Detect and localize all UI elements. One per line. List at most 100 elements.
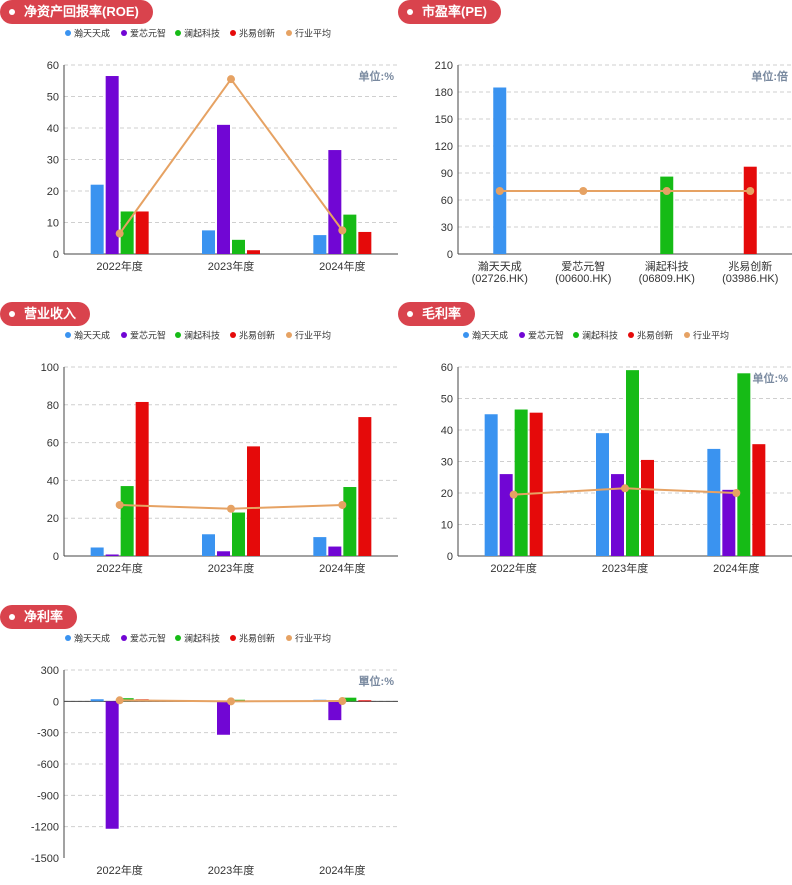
x-tick-label: 爱芯元智 (561, 259, 605, 273)
x-tick-label: (00600.HK) (555, 273, 611, 285)
roe-title: 净资产回报率(ROE) (24, 4, 139, 19)
roe-chart: 瀚天天成 爱芯元智 澜起科技 兆易创新 行业平均 0 10 20 30 40 50 60 2022年度 2… (47, 28, 398, 273)
x-tick-label: 2024年度 (713, 561, 759, 575)
y-tick-label: 0 (53, 696, 59, 708)
revenue-chart: 瀚天天成 爱芯元智 澜起科技 兆易创新 行业平均 0 20 40 60 80 100 2022年度 20… (41, 330, 398, 575)
x-tick-label: 2022年度 (96, 259, 142, 273)
bar (493, 87, 507, 254)
legend-marker (573, 332, 579, 338)
bar (328, 546, 342, 556)
bar (247, 446, 260, 556)
legend-label: 澜起科技 (184, 330, 220, 341)
legend-label: 爱芯元智 (130, 330, 166, 341)
average-point (338, 697, 347, 706)
legend-marker (286, 30, 292, 36)
legend-marker (684, 332, 690, 338)
bar (343, 214, 357, 254)
revenue-title: 营业收入 (24, 306, 77, 321)
legend-label: 行业平均 (295, 633, 331, 644)
y-tick-label: 0 (447, 551, 453, 563)
y-tick-label: 10 (441, 520, 453, 532)
bar (120, 211, 134, 254)
bar (660, 176, 674, 254)
x-tick-label: 澜起科技 (645, 259, 689, 273)
average-point (495, 187, 504, 195)
bar (247, 250, 260, 254)
pe-chart: 0 30 60 90 120 150 180 210 瀚天天成(02726.HK) 爱芯元智(00… (435, 60, 792, 285)
x-tick-label: (02726.HK) (472, 273, 528, 285)
bar (217, 124, 230, 254)
roe-title-pill: 净资产回报率(ROE) (0, 0, 153, 24)
x-tick-label: 瀚天天成 (478, 259, 522, 273)
average-point (227, 75, 235, 84)
x-tick-label: 2023年度 (208, 561, 254, 575)
y-tick-label: 210 (435, 60, 453, 72)
y-tick-label: 60 (441, 195, 453, 207)
bar (232, 512, 245, 556)
bar (484, 414, 498, 556)
y-tick-label: 0 (53, 249, 59, 261)
bar (358, 700, 372, 702)
bar (626, 370, 639, 556)
legend-label: 瀚天天成 (74, 330, 110, 341)
bar (343, 487, 357, 556)
y-tick-label: 100 (41, 362, 59, 374)
x-tick-label: 2024年度 (319, 259, 365, 273)
x-tick-label: 2024年度 (319, 561, 365, 575)
unit-label: 单位:% (359, 69, 395, 83)
revenue-panel: 营业收入 瀚天天成 爱芯元智 澜起科技 兆易创新 行业平均 0 20 40 60 80 100 202… (0, 302, 398, 592)
legend-marker (230, 332, 236, 338)
y-tick-label: 0 (53, 551, 59, 563)
bar (514, 409, 528, 556)
x-tick-label: (03986.HK) (722, 273, 778, 285)
unit-label: 单位:倍 (751, 69, 788, 83)
legend-label: 行业平均 (693, 330, 729, 341)
y-tick-label: 60 (441, 362, 453, 374)
bar (232, 239, 245, 254)
pe-title: 市盈率(PE) (422, 4, 488, 19)
x-tick-label: 2022年度 (490, 561, 536, 575)
y-tick-label: -900 (37, 790, 59, 802)
bar (313, 235, 327, 254)
x-tick-label: (06809.HK) (639, 273, 695, 285)
y-tick-label: 50 (47, 92, 59, 104)
bar (611, 474, 624, 556)
revenue-title-pill: 营业收入 (0, 302, 91, 326)
y-tick-label: 40 (441, 425, 453, 437)
legend-label: 爱芯元智 (528, 330, 564, 341)
bar (743, 166, 757, 254)
y-tick-label: -1500 (31, 853, 59, 865)
legend-label: 行业平均 (295, 28, 331, 39)
bar (641, 459, 654, 556)
legend-marker (65, 30, 71, 36)
average-point (579, 187, 588, 195)
y-tick-label: -600 (37, 759, 59, 771)
average-point (115, 696, 124, 705)
bar (105, 701, 119, 829)
y-tick-label: 0 (447, 249, 453, 261)
x-tick-label: 2023年度 (208, 259, 254, 273)
bar (135, 211, 149, 254)
legend-label: 澜起科技 (184, 28, 220, 39)
legend-marker (175, 332, 181, 338)
unit-label: 单位:% (753, 371, 789, 385)
average-point (227, 504, 235, 513)
y-tick-label: -1200 (31, 822, 59, 834)
bullet-icon (407, 9, 413, 15)
legend-marker (121, 332, 127, 338)
roe-panel: 净资产回报率(ROE) 瀚天天成 爱芯元智 澜起科技 兆易创新 行业平均 0 10 20 30 4… (0, 0, 398, 290)
y-tick-label: 120 (435, 141, 453, 153)
x-tick-label: 2022年度 (96, 561, 142, 575)
bar (707, 448, 721, 556)
legend-label: 澜起科技 (184, 633, 220, 644)
y-tick-label: 50 (441, 394, 453, 406)
bar (737, 373, 751, 556)
gross-margin-panel: 毛利率 瀚天天成 爱芯元智 澜起科技 兆易创新 行业平均 0 10 20 30 40 50 60 202… (398, 302, 792, 592)
gross-margin-title: 毛利率 (422, 306, 462, 321)
y-tick-label: 20 (47, 513, 59, 525)
x-tick-label: 兆易创新 (728, 259, 772, 273)
average-point (509, 490, 518, 499)
bar (499, 474, 513, 556)
bar (202, 534, 215, 556)
bar (202, 230, 215, 254)
